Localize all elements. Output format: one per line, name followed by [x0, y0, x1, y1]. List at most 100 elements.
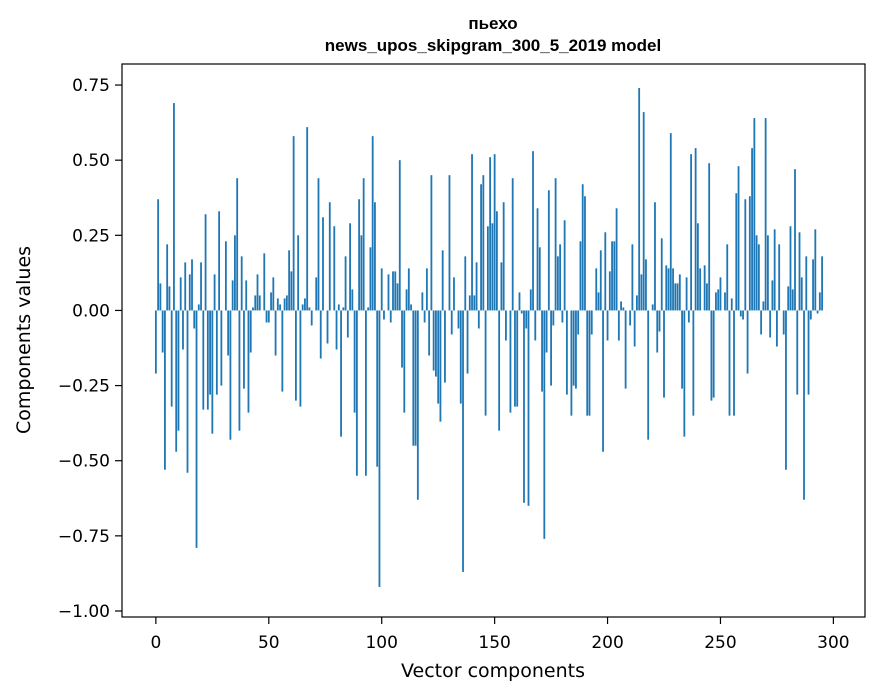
bar-10: [177, 310, 180, 431]
bar-20: [200, 262, 202, 311]
bar-275: [776, 310, 778, 347]
bar-39: [243, 310, 245, 389]
bar-48: [263, 253, 266, 311]
bar-98: [376, 310, 379, 467]
bar-212: [633, 310, 636, 347]
bar-135: [459, 310, 462, 404]
bar-127: [441, 250, 444, 311]
bar-138: [466, 310, 469, 374]
bar-208: [624, 310, 627, 389]
bar-72: [317, 178, 320, 311]
bar-64: [299, 310, 302, 407]
bar-250: [719, 277, 722, 311]
bar-177: [554, 178, 557, 311]
bar-125: [437, 310, 440, 404]
bar-21: [202, 310, 205, 410]
bar-96: [371, 136, 374, 311]
bar-151: [495, 211, 498, 311]
bar-221: [654, 202, 656, 311]
bar-272: [769, 310, 772, 338]
bar-179: [559, 244, 562, 311]
bar-132: [453, 277, 455, 311]
bar-62: [294, 310, 297, 401]
bar-215: [640, 274, 643, 311]
bar-204: [615, 208, 618, 311]
bar-83: [342, 307, 345, 311]
bar-174: [547, 190, 550, 311]
bar-46: [258, 295, 261, 311]
x-tick-label-0: 0: [150, 633, 161, 653]
bar-213: [636, 295, 638, 311]
bar-170: [538, 247, 541, 311]
bar-227: [667, 268, 670, 311]
x-axis-label: Vector components: [401, 660, 585, 682]
bar-150: [493, 154, 496, 311]
bar-63: [297, 235, 300, 311]
bar-110: [403, 310, 406, 413]
plot-frame: [121, 63, 866, 618]
bar-228: [669, 133, 672, 311]
bar-253: [726, 244, 729, 311]
bar-262: [746, 310, 749, 374]
bar-224: [660, 238, 663, 311]
y-tick-label-5: 0.25: [72, 226, 110, 246]
bar-56: [281, 310, 284, 392]
bar-6: [168, 286, 171, 311]
y-tick-label-2: −0.50: [58, 452, 110, 472]
bar-230: [674, 283, 677, 311]
y-tick-label-1: −0.75: [58, 527, 110, 547]
x-tick-label-150: 150: [478, 633, 510, 653]
bar-239: [694, 148, 697, 311]
bar-51: [270, 292, 272, 311]
bar-217: [645, 259, 647, 311]
bar-273: [771, 280, 774, 311]
bar-41: [247, 310, 250, 413]
bar-120: [425, 268, 428, 311]
bar-247: [712, 310, 715, 398]
bar-168: [534, 310, 537, 341]
bar-106: [394, 271, 397, 311]
bar-73: [319, 310, 322, 359]
bar-238: [692, 310, 695, 416]
bar-101: [383, 310, 385, 320]
bar-232: [678, 274, 681, 311]
bar-86: [349, 223, 351, 311]
bar-295: [821, 256, 823, 311]
bar-145: [482, 175, 485, 311]
y-axis-label: Components values: [13, 246, 35, 434]
bar-248: [715, 292, 717, 311]
bar-201: [608, 271, 611, 311]
bar-173: [545, 310, 548, 353]
bar-237: [690, 154, 693, 311]
bar-144: [480, 184, 482, 311]
x-tick-label-250: 250: [704, 633, 736, 653]
bar-154: [502, 202, 505, 311]
bar-146: [484, 310, 487, 416]
bar-270: [764, 118, 767, 311]
bar-22: [204, 214, 207, 311]
bar-105: [392, 271, 394, 311]
bar-258: [737, 166, 740, 311]
bar-124: [435, 310, 437, 377]
bar-89: [355, 310, 358, 476]
bar-167: [532, 151, 534, 311]
bar-3: [161, 310, 164, 353]
bar-5: [166, 244, 169, 311]
bar-214: [638, 88, 641, 311]
bar-0: [154, 310, 157, 374]
bar-263: [748, 196, 751, 311]
y-tick-label-3: −0.25: [58, 377, 110, 397]
bar-240: [696, 223, 699, 311]
bar-114: [412, 310, 415, 446]
bar-290: [809, 310, 812, 320]
bar-92: [362, 178, 365, 311]
bar-128: [444, 310, 446, 383]
bar-188: [579, 241, 582, 311]
bar-141: [473, 295, 476, 311]
bar-280: [787, 286, 790, 311]
bar-1: [157, 199, 160, 311]
bar-191: [586, 310, 589, 416]
bar-57: [283, 298, 286, 311]
bar-28: [218, 211, 221, 311]
bar-269: [762, 301, 765, 311]
